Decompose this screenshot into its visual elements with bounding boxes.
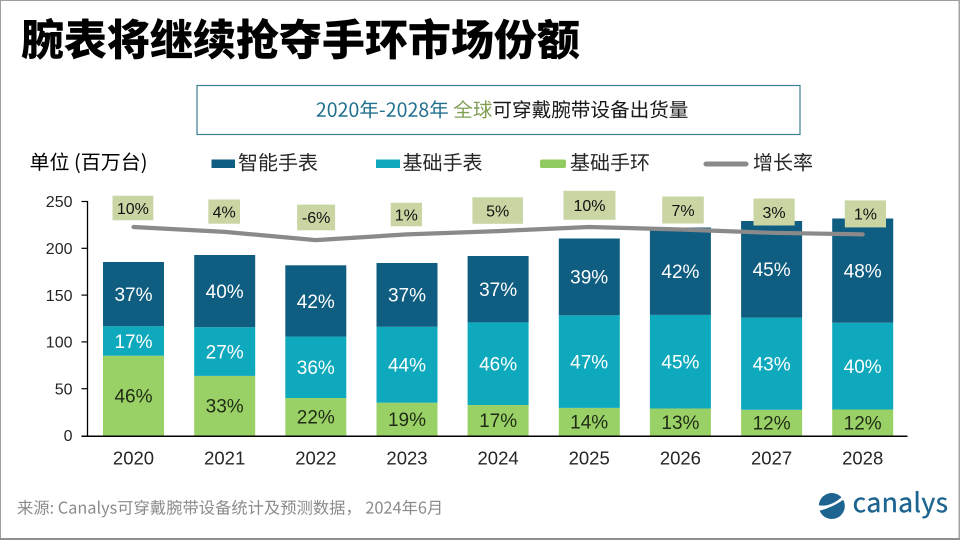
svg-text:17%: 17% <box>114 332 152 353</box>
svg-text:37%: 37% <box>388 286 426 307</box>
svg-text:48%: 48% <box>844 261 882 282</box>
svg-text:22%: 22% <box>297 408 335 429</box>
svg-text:150: 150 <box>46 288 73 305</box>
svg-text:13%: 13% <box>661 413 699 434</box>
svg-text:37%: 37% <box>114 285 152 306</box>
svg-text:2024: 2024 <box>478 447 519 468</box>
svg-text:3%: 3% <box>763 205 786 222</box>
svg-text:250: 250 <box>46 194 73 211</box>
svg-text:2026: 2026 <box>660 447 701 468</box>
svg-text:-6%: -6% <box>302 210 330 227</box>
svg-text:39%: 39% <box>570 268 608 289</box>
svg-text:33%: 33% <box>206 397 244 418</box>
svg-text:2028: 2028 <box>842 447 883 468</box>
svg-text:40%: 40% <box>206 282 244 303</box>
svg-text:2022: 2022 <box>295 447 336 468</box>
svg-text:2023: 2023 <box>386 447 427 468</box>
svg-text:14%: 14% <box>570 413 608 434</box>
svg-text:46%: 46% <box>114 386 152 407</box>
svg-text:44%: 44% <box>388 356 426 377</box>
svg-text:40%: 40% <box>844 357 882 378</box>
svg-text:45%: 45% <box>661 353 699 374</box>
svg-text:10%: 10% <box>117 201 149 218</box>
svg-text:27%: 27% <box>206 342 244 363</box>
svg-text:2020: 2020 <box>113 447 154 468</box>
svg-text:2025: 2025 <box>569 447 610 468</box>
svg-text:50: 50 <box>55 381 73 398</box>
svg-text:12%: 12% <box>844 413 882 434</box>
svg-text:12%: 12% <box>753 413 791 434</box>
svg-text:45%: 45% <box>753 260 791 281</box>
svg-text:17%: 17% <box>479 411 517 432</box>
svg-text:2021: 2021 <box>204 447 245 468</box>
svg-text:46%: 46% <box>479 355 517 376</box>
svg-text:42%: 42% <box>297 292 335 313</box>
svg-text:43%: 43% <box>753 355 791 376</box>
svg-text:42%: 42% <box>661 262 699 283</box>
svg-text:4%: 4% <box>213 204 236 221</box>
svg-text:47%: 47% <box>570 352 608 373</box>
svg-text:37%: 37% <box>479 280 517 301</box>
svg-text:2027: 2027 <box>751 447 792 468</box>
svg-text:10%: 10% <box>573 198 605 215</box>
svg-text:19%: 19% <box>388 410 426 431</box>
svg-text:200: 200 <box>46 241 73 258</box>
svg-text:1%: 1% <box>395 207 418 224</box>
svg-text:0: 0 <box>64 428 73 445</box>
svg-text:100: 100 <box>46 335 73 352</box>
svg-text:1%: 1% <box>854 207 877 224</box>
svg-text:36%: 36% <box>297 358 335 379</box>
svg-text:5%: 5% <box>486 203 509 220</box>
svg-text:7%: 7% <box>671 203 694 220</box>
